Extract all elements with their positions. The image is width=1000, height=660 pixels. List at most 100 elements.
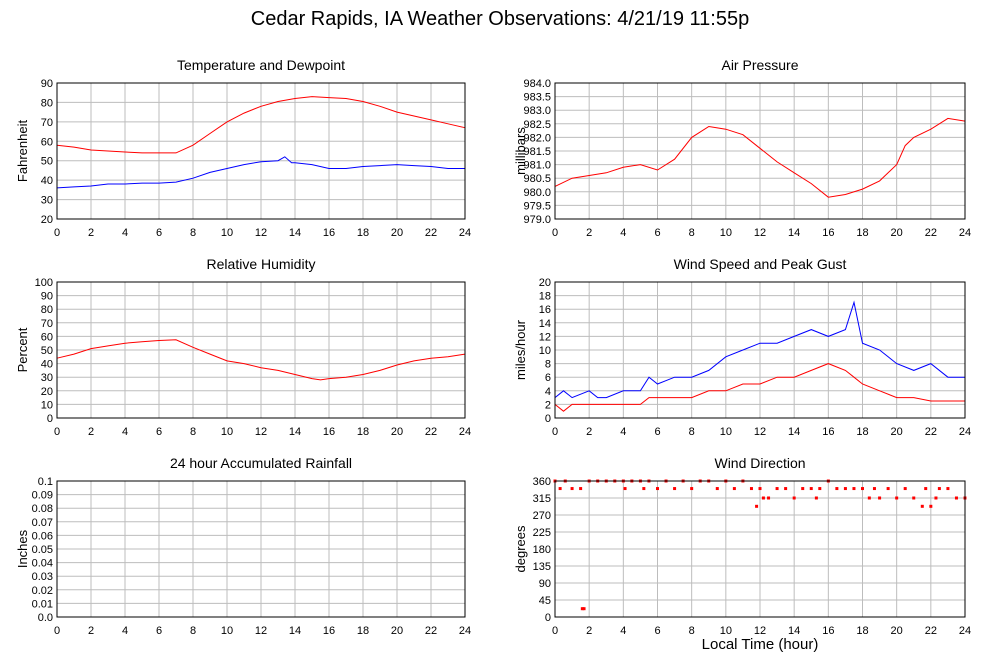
- y-tick-label: 981.5: [523, 146, 551, 158]
- y-tick-label: 90: [539, 578, 551, 590]
- data-point: [582, 607, 586, 611]
- y-tick-label: 20: [41, 386, 53, 398]
- x-tick-label: 4: [620, 426, 626, 438]
- y-axis-label: Inches: [15, 529, 30, 568]
- data-point: [642, 487, 646, 491]
- x-tick-label: 8: [689, 426, 695, 438]
- y-tick-label: 14: [539, 318, 551, 330]
- y-tick-label: 50: [41, 345, 53, 357]
- y-tick-label: 60: [41, 136, 53, 148]
- y-tick-label: 80: [41, 97, 53, 109]
- y-tick-label: 10: [539, 345, 551, 357]
- data-point: [809, 487, 813, 491]
- data-point: [761, 496, 765, 500]
- x-tick-label: 16: [822, 426, 834, 438]
- x-tick-label: 4: [122, 625, 128, 637]
- data-point: [732, 487, 736, 491]
- x-tick-label: 24: [959, 227, 971, 239]
- x-tick-label: 20: [891, 426, 903, 438]
- x-tick-label: 20: [391, 426, 403, 438]
- data-point: [656, 487, 659, 491]
- y-tick-label: 180: [533, 544, 551, 556]
- data-point: [558, 487, 562, 491]
- x-tick-label: 0: [54, 227, 60, 239]
- data-point: [878, 496, 882, 500]
- x-tick-label: 22: [925, 625, 937, 637]
- y-tick-label: 100: [35, 277, 53, 289]
- data-point: [867, 496, 871, 500]
- y-tick-label: 982.5: [523, 119, 551, 131]
- x-tick-label: 4: [122, 426, 128, 438]
- chart-title: Temperature and Dewpoint: [177, 57, 345, 73]
- data-point: [852, 487, 856, 491]
- y-tick-label: 0.03: [32, 571, 53, 583]
- x-tick-label: 6: [156, 426, 162, 438]
- data-point: [580, 607, 584, 611]
- x-tick-label: 24: [459, 426, 471, 438]
- page-title: Cedar Rapids, IA Weather Observations: 4…: [250, 8, 750, 30]
- x-tick-label: 8: [689, 227, 695, 239]
- data-point: [570, 487, 574, 491]
- y-tick-label: 45: [539, 595, 551, 607]
- x-tick-label: 20: [891, 227, 903, 239]
- x-tick-label: 24: [459, 625, 471, 637]
- y-tick-label: 0.05: [32, 544, 53, 556]
- y-tick-label: 979.5: [523, 200, 551, 212]
- y-tick-label: 0: [545, 413, 551, 425]
- chart-title: Wind Speed and Peak Gust: [674, 256, 847, 272]
- y-tick-label: 40: [41, 175, 53, 187]
- y-tick-label: 981.0: [523, 160, 551, 172]
- x-tick-label: 10: [221, 625, 233, 637]
- chart-rainfall: 24 hour Accumulated Rainfall Inches 0.0 0.0…: [15, 455, 471, 637]
- chart-humidity: Relative HumidityPercent0102030405060708…: [15, 256, 471, 438]
- chart-title: 24 hour Accumulated Rainfall: [170, 455, 352, 471]
- y-tick-label: 225: [533, 527, 551, 539]
- y-tick-label: 0.1: [38, 476, 53, 488]
- y-axis-label: millibars: [513, 127, 528, 175]
- y-tick-label: 20: [41, 214, 53, 226]
- y-tick-label: 983.0: [523, 105, 551, 117]
- y-tick-label: 983.5: [523, 92, 551, 104]
- x-tick-label: 2: [586, 227, 592, 239]
- data-point: [920, 504, 924, 508]
- x-axis-label: Local Time (hour): [701, 636, 819, 653]
- x-tick-label: 4: [620, 625, 626, 637]
- x-tick-label: 18: [856, 426, 868, 438]
- x-tick-label: 16: [822, 227, 834, 239]
- x-tick-label: 2: [88, 625, 94, 637]
- data-point: [755, 504, 759, 508]
- y-tick-label: 270: [533, 510, 551, 522]
- data-point: [715, 487, 719, 491]
- y-tick-label: 70: [41, 318, 53, 330]
- x-tick-label: 18: [357, 227, 369, 239]
- x-tick-label: 18: [357, 625, 369, 637]
- x-tick-label: 14: [788, 625, 800, 637]
- data-point: [775, 487, 779, 491]
- x-tick-label: 10: [720, 625, 732, 637]
- y-tick-label: 18: [539, 291, 551, 303]
- x-tick-label: 18: [856, 625, 868, 637]
- x-tick-label: 0: [54, 625, 60, 637]
- y-tick-label: 0: [47, 413, 53, 425]
- y-tick-label: 12: [539, 331, 551, 343]
- y-axis-label: Percent: [15, 327, 30, 372]
- y-tick-label: 0.08: [32, 503, 53, 515]
- y-tick-label: 16: [539, 304, 551, 316]
- y-axis-label: miles/hour: [513, 319, 528, 380]
- series-line-0: [554, 363, 965, 412]
- y-tick-label: 30: [41, 195, 53, 207]
- series-line-0: [56, 96, 466, 154]
- y-tick-label: 0.04: [32, 558, 53, 570]
- plot-frame: [554, 281, 966, 419]
- y-tick-label: 0.09: [32, 490, 53, 502]
- y-tick-label: 80: [41, 304, 53, 316]
- data-point: [934, 496, 938, 500]
- chart-title: Relative Humidity: [207, 256, 316, 272]
- data-point: [814, 496, 818, 500]
- plot-frame: [56, 480, 466, 618]
- data-point: [749, 487, 753, 491]
- x-tick-label: 2: [88, 227, 94, 239]
- y-tick-label: 4: [545, 386, 551, 398]
- y-tick-label: 360: [533, 476, 551, 488]
